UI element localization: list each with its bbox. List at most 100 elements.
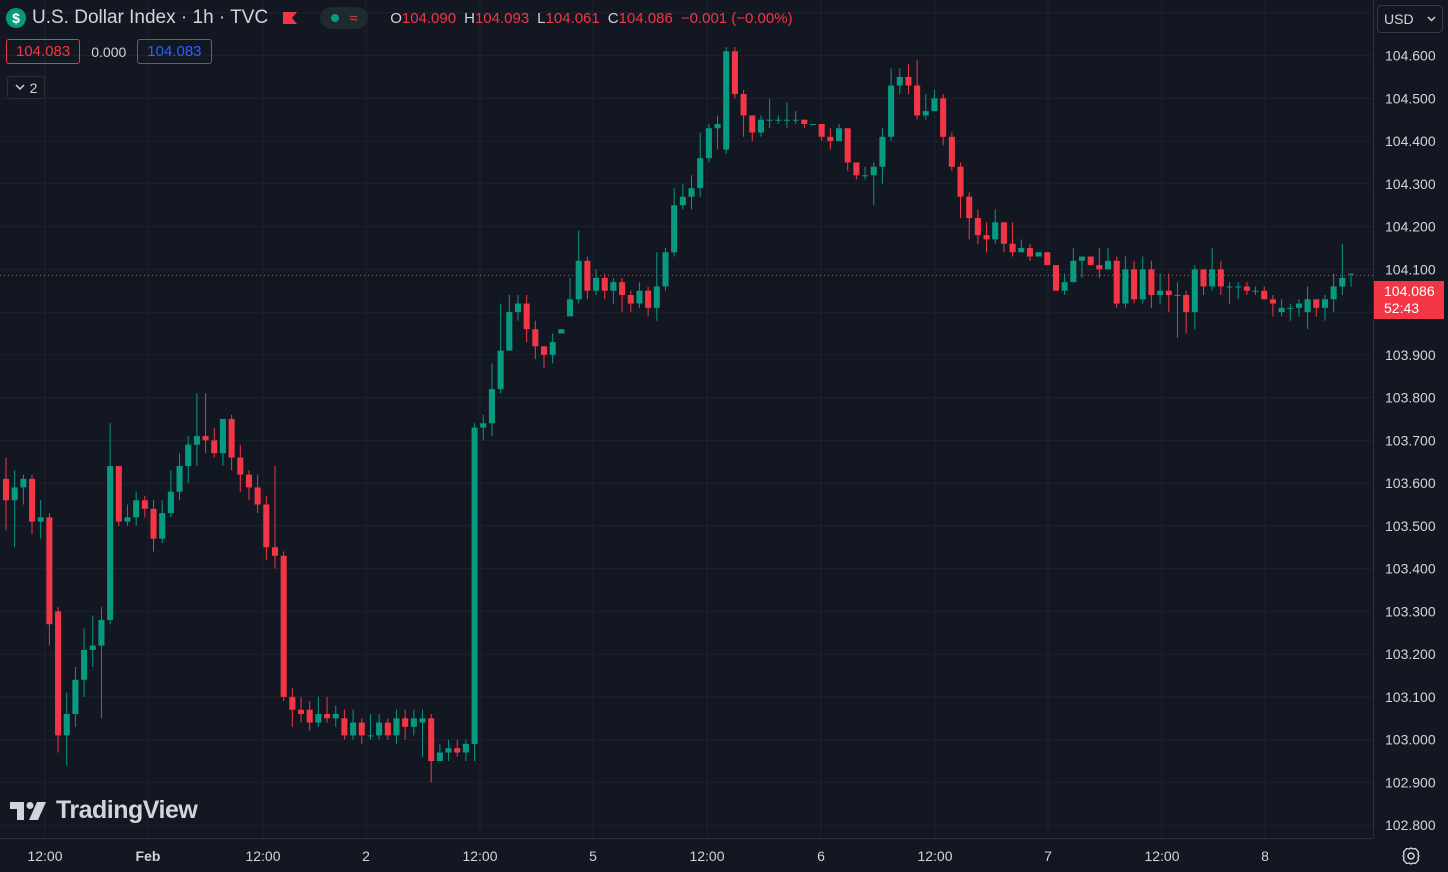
candle xyxy=(1339,243,1346,296)
candle-body xyxy=(254,487,261,505)
candle xyxy=(211,427,218,458)
buy-button[interactable]: 104.083 xyxy=(137,39,212,64)
candle-body xyxy=(723,51,730,150)
candle xyxy=(653,252,660,321)
candle xyxy=(11,470,18,548)
candle xyxy=(1131,260,1138,304)
candle xyxy=(506,295,513,351)
candle xyxy=(1070,247,1077,283)
candle xyxy=(688,175,695,210)
currency-label: USD xyxy=(1384,11,1414,27)
price-scale[interactable]: 104.700104.600104.500104.400104.300104.2… xyxy=(1373,0,1448,838)
candle-body xyxy=(653,286,660,308)
time-tick-label: 12:00 xyxy=(689,848,724,864)
candle xyxy=(671,188,678,257)
high-key: H xyxy=(464,9,475,27)
candle xyxy=(1061,273,1068,296)
candle xyxy=(740,89,747,137)
indicators-toggle-button[interactable]: 2 xyxy=(7,76,45,99)
candle-body xyxy=(1035,252,1042,257)
candle xyxy=(914,59,921,120)
candle xyxy=(237,444,244,492)
candle xyxy=(1139,256,1146,304)
candle-body xyxy=(167,491,174,514)
candle-body xyxy=(445,748,452,753)
market-status-pill[interactable]: ≈ xyxy=(320,7,369,29)
candle xyxy=(436,743,443,762)
candle-body xyxy=(645,290,652,308)
candle xyxy=(280,551,287,702)
candle-body xyxy=(506,312,513,351)
candle-body xyxy=(809,123,817,125)
candle-body xyxy=(1174,295,1181,297)
currency-selector[interactable]: USD xyxy=(1377,5,1443,33)
candle xyxy=(584,256,591,300)
candle xyxy=(480,414,487,441)
candle-body xyxy=(72,679,79,715)
candle-body xyxy=(1139,269,1146,300)
candlestick-chart[interactable] xyxy=(0,0,1373,838)
candle xyxy=(1148,260,1155,308)
candle-body xyxy=(1191,269,1198,313)
candle xyxy=(974,209,981,244)
candle xyxy=(20,474,27,505)
candle-body xyxy=(896,76,903,86)
candle xyxy=(1226,282,1233,304)
candle-body xyxy=(376,722,383,736)
candle-body xyxy=(879,136,886,167)
candle-body xyxy=(462,743,469,753)
chart-settings-icon[interactable] xyxy=(1400,845,1422,867)
time-scale[interactable]: 12:00 Feb 12:00 2 12:00 5 12:00 6 12:00 7 12:00 8 xyxy=(0,838,1373,871)
candle xyxy=(940,94,947,146)
candle xyxy=(1321,295,1329,321)
candle xyxy=(853,162,860,180)
tradingview-brand-text: TradingView xyxy=(56,796,198,824)
close-key: C xyxy=(607,9,619,27)
candle xyxy=(445,739,452,762)
price-tick-label: 104.200 xyxy=(1385,219,1436,235)
ohlc-values: O104.090 H104.093 L104.061 C104.086 −0.0… xyxy=(390,10,792,27)
price-axis: 104.700104.600104.500104.400104.300104.2… xyxy=(1385,5,1436,833)
candle xyxy=(1052,265,1060,291)
last-price-label: 104.086 52:43 xyxy=(1374,281,1444,319)
chart-area[interactable]: $ U.S. Dollar Index · 1h · TVC ≈ O104.09… xyxy=(0,0,1373,838)
candle-body xyxy=(514,303,522,313)
candle xyxy=(263,495,270,561)
candle xyxy=(350,709,357,740)
candle-body xyxy=(792,119,799,121)
indicators-count: 2 xyxy=(29,79,38,96)
candle xyxy=(1087,256,1094,266)
candle xyxy=(2,457,10,531)
candle-body xyxy=(133,500,140,518)
market-open-dot-icon xyxy=(330,14,339,22)
candle xyxy=(931,89,938,112)
candle-body xyxy=(862,175,869,177)
candle-body xyxy=(1278,307,1285,313)
candle-body xyxy=(271,547,279,556)
candle-body xyxy=(358,722,365,736)
time-tick-label: 12:00 xyxy=(245,848,280,864)
candle xyxy=(1044,252,1051,266)
candle xyxy=(575,230,582,304)
candle xyxy=(818,123,825,142)
candle-body xyxy=(636,290,643,304)
candle-body xyxy=(2,478,10,501)
candle xyxy=(862,166,869,180)
candle-body xyxy=(1183,295,1190,313)
candle-body xyxy=(280,555,287,697)
candle xyxy=(957,162,964,219)
sell-button[interactable]: 104.083 xyxy=(6,39,81,64)
candle xyxy=(98,607,105,719)
time-tick-label: Feb xyxy=(136,848,161,864)
candle xyxy=(1295,299,1302,317)
price-tick-label: 103.400 xyxy=(1385,561,1436,577)
price-tick-label: 104.100 xyxy=(1385,261,1436,277)
candle xyxy=(133,491,140,526)
time-tick-label: 12:00 xyxy=(27,848,62,864)
symbol-title[interactable]: U.S. Dollar Index · 1h · TVC xyxy=(32,7,269,28)
candle-body xyxy=(1269,299,1276,304)
flag-icon[interactable] xyxy=(282,11,298,25)
candle-body xyxy=(731,51,738,95)
candle-body xyxy=(1070,260,1077,283)
candle xyxy=(1165,273,1172,313)
